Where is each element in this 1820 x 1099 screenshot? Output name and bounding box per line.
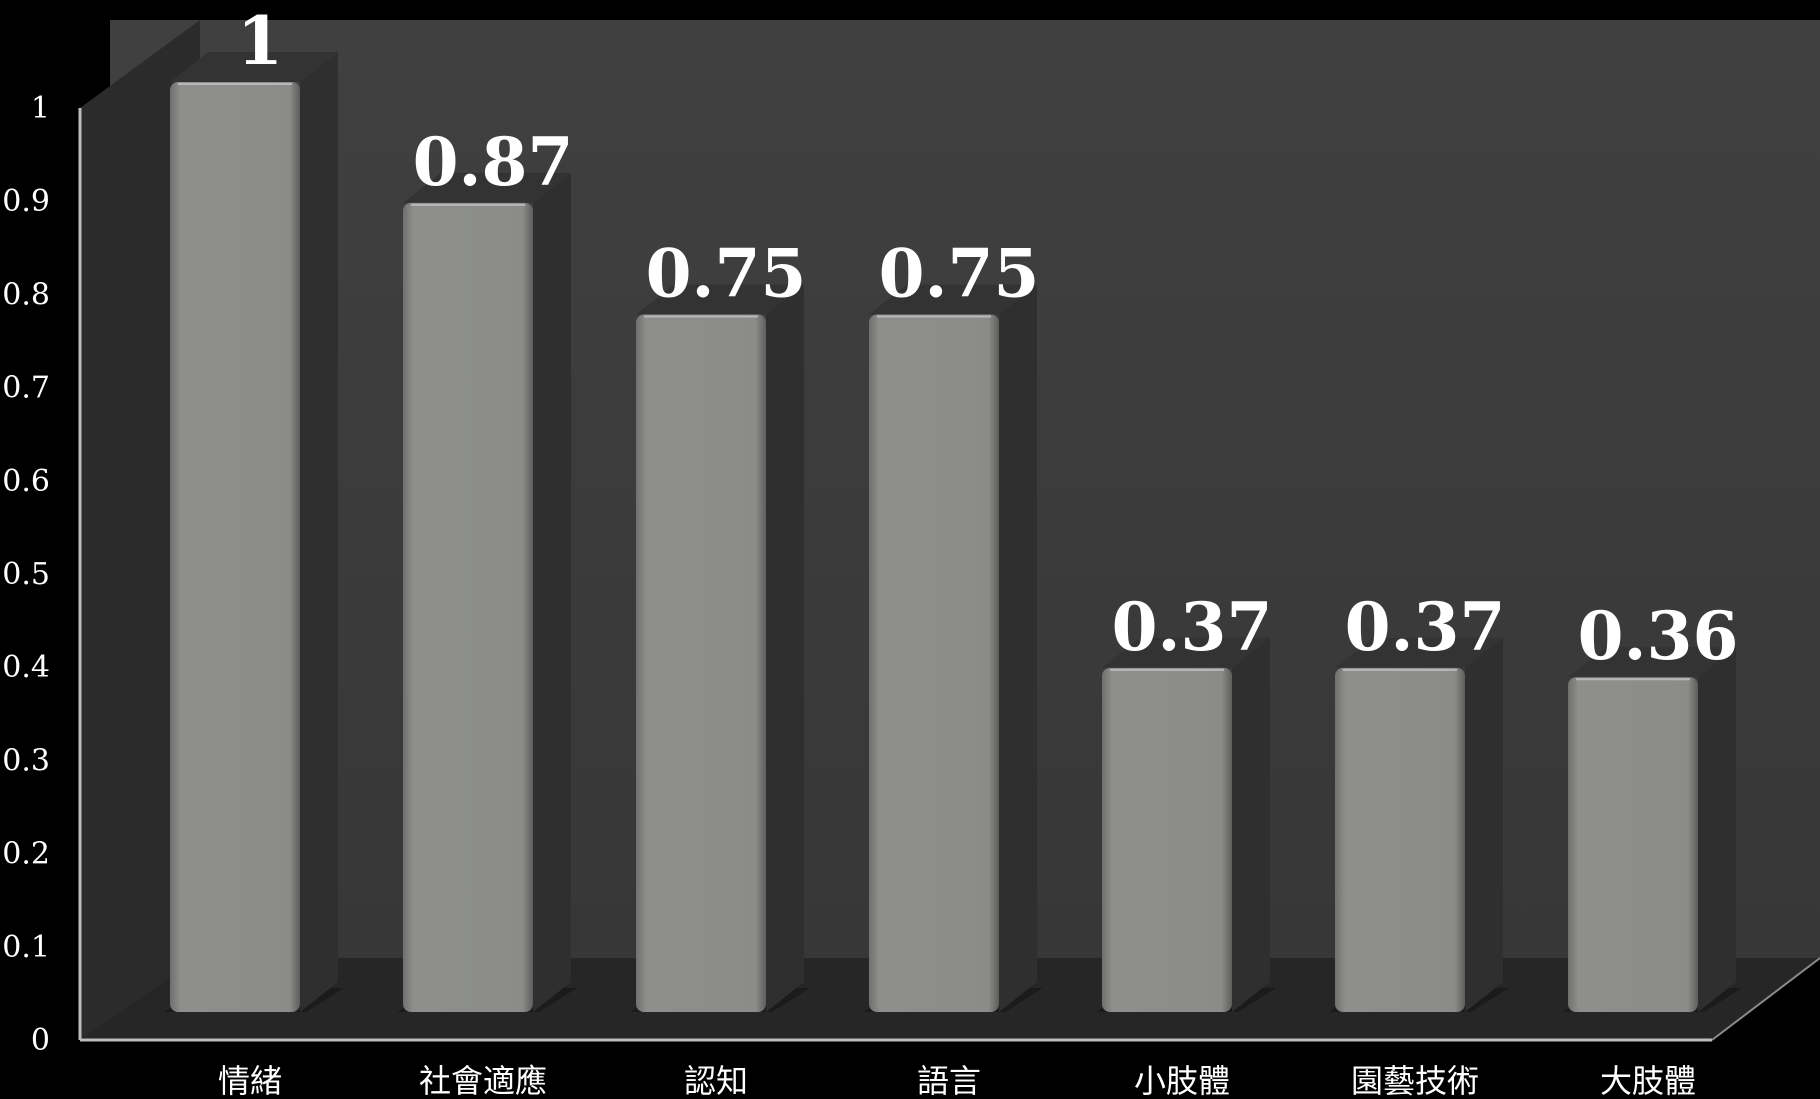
- bar-side: [300, 52, 338, 1012]
- bar-side: [1698, 647, 1736, 1012]
- y-tick-label: 0: [31, 1023, 50, 1058]
- bar-top: [1102, 637, 1270, 668]
- bar-group: [164, 52, 344, 1012]
- bar: [869, 314, 999, 1012]
- y-tick-label: 0.2: [2, 837, 50, 872]
- y-tick-label: 1: [31, 91, 50, 126]
- bar-group: [630, 284, 810, 1012]
- y-tick-label: 0.1: [2, 930, 50, 965]
- bar-side: [999, 284, 1037, 1012]
- bar-side: [766, 284, 804, 1012]
- bar-group: [1096, 637, 1276, 1012]
- x-category-label: 認知: [684, 1062, 748, 1099]
- bar-group: [863, 284, 1043, 1012]
- bars: 1 0.87 0.75 0.75 0.37 0.37 0.36: [164, 2, 1742, 1012]
- bar-group: [1562, 647, 1742, 1012]
- x-category-label: 情緒: [218, 1062, 282, 1099]
- bar-top: [170, 52, 338, 82]
- x-category-label: 語言: [917, 1062, 981, 1099]
- bar-top: [403, 172, 571, 203]
- bar-value-label: 1: [237, 2, 283, 80]
- x-category-label: 社會適應: [419, 1062, 547, 1099]
- floor-edge: [1711, 957, 1820, 1041]
- bar-value-label: 0.37: [1112, 588, 1273, 666]
- bar-side: [1232, 637, 1270, 1012]
- bar-value-label: 0.87: [413, 123, 574, 201]
- y-tick-label: 0.8: [2, 277, 50, 312]
- bar-value-label: 0.36: [1578, 597, 1739, 675]
- bar-side: [533, 172, 571, 1012]
- y-tick-label: 0.6: [2, 464, 50, 499]
- bar: [1102, 667, 1232, 1012]
- y-tick-label: 0.9: [2, 184, 50, 219]
- bar-top: [636, 284, 804, 315]
- bar-top: [1568, 647, 1736, 678]
- bar: [403, 202, 533, 1012]
- bar-value-label: 0.75: [879, 235, 1040, 313]
- x-category-label: 大肢體: [1600, 1062, 1696, 1099]
- x-axis-labels: 情緒 社會適應 認知 語言 小肢體 園藝技術 大肢體: [218, 1062, 1696, 1099]
- bar: [170, 82, 300, 1012]
- y-axis-ticks: 0 0.1 0.2 0.3 0.4 0.5 0.6 0.7 0.8 0.9 1: [2, 91, 50, 1058]
- bar-group: [1329, 637, 1509, 1012]
- bar-top: [869, 284, 1037, 315]
- y-tick-label: 0.5: [2, 557, 50, 592]
- bar-side: [1465, 637, 1503, 1012]
- y-tick-label: 0.7: [2, 371, 50, 406]
- bar-value-label: 0.75: [646, 235, 807, 313]
- y-tick-label: 0.3: [2, 743, 50, 778]
- y-tick-label: 0.4: [2, 650, 50, 685]
- bar-value-label: 0.37: [1345, 588, 1506, 666]
- x-category-label: 小肢體: [1134, 1062, 1230, 1099]
- bar-top: [1335, 637, 1503, 668]
- x-category-label: 園藝技術: [1351, 1062, 1479, 1099]
- bar: [1335, 667, 1465, 1012]
- bar: [1568, 677, 1698, 1012]
- bar: [636, 314, 766, 1012]
- bar-group: [397, 172, 577, 1012]
